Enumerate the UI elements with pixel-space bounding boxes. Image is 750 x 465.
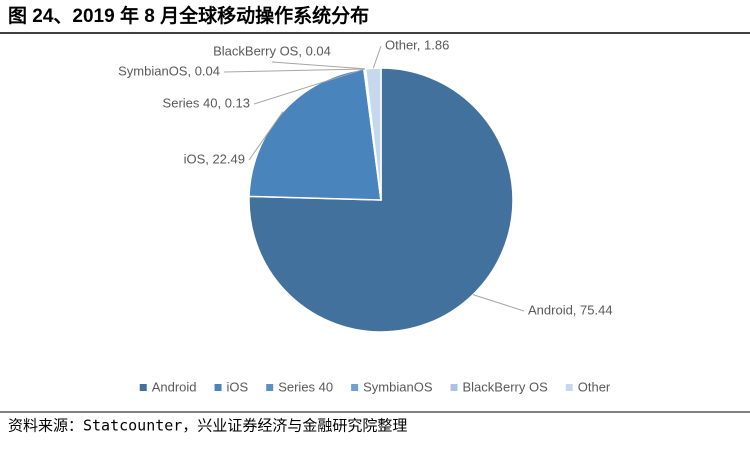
data-label: Series 40, 0.13 — [163, 95, 250, 110]
legend-label: BlackBerry OS — [463, 379, 549, 394]
legend-swatch — [565, 384, 573, 391]
legend-swatch — [214, 384, 222, 391]
data-label: SymbianOS, 0.04 — [118, 63, 220, 78]
legend-label: Other — [578, 379, 611, 394]
pie-slice — [248, 68, 382, 201]
legend-swatch — [139, 384, 147, 391]
legend-swatch — [351, 384, 359, 391]
legend-swatch — [450, 384, 458, 391]
leader-line — [472, 294, 525, 312]
legend-label: iOS — [227, 379, 249, 394]
data-label: BlackBerry OS, 0.04 — [213, 43, 331, 58]
legend-label: Series 40 — [278, 379, 333, 394]
legend-label: SymbianOS — [363, 379, 433, 394]
data-label: iOS, 22.49 — [184, 151, 245, 166]
leader-line — [223, 68, 366, 73]
legend-swatch — [266, 384, 274, 391]
leader-line — [253, 68, 365, 105]
leader-line — [271, 61, 366, 70]
leader-line — [248, 111, 284, 161]
chart-title: 图 24、2019 年 8 月全球移动操作系统分布 — [8, 4, 369, 27]
data-label: Other, 1.86 — [385, 37, 449, 52]
data-label: Android, 75.44 — [528, 302, 613, 317]
leader-line — [372, 45, 382, 69]
legend-label: Android — [152, 379, 197, 394]
source-note: 资料来源：Statcounter，兴业证券经济与金融研究院整理 — [8, 417, 407, 435]
